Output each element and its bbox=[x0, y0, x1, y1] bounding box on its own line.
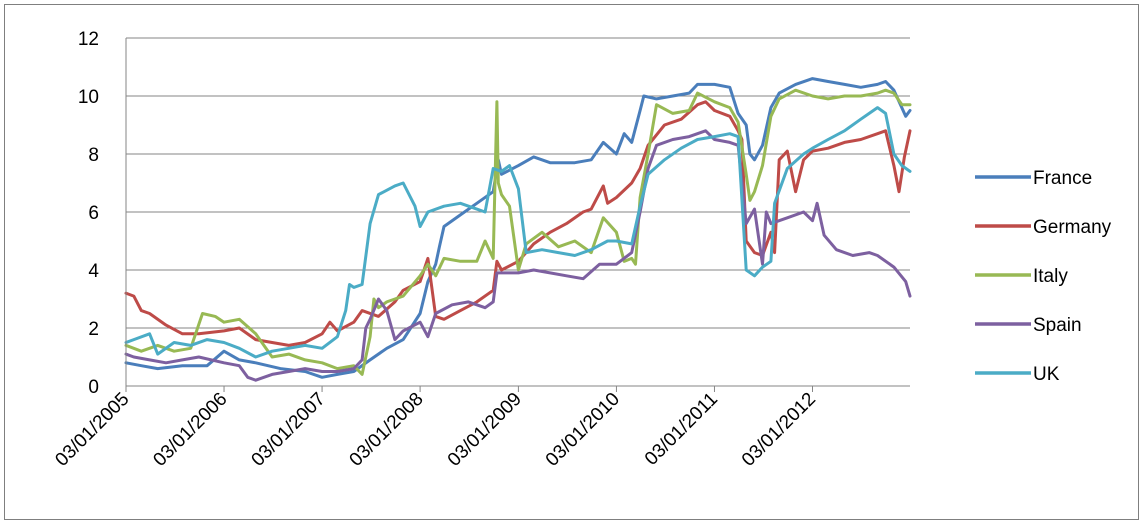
legend-label-spain: Spain bbox=[1033, 315, 1082, 336]
y-tick-label: 6 bbox=[88, 203, 99, 224]
series-line-germany bbox=[124, 100, 912, 347]
y-tick-label: 8 bbox=[88, 145, 99, 166]
y-tick-label: 4 bbox=[88, 261, 99, 282]
series-line-france bbox=[124, 77, 912, 379]
y-tick-label: 10 bbox=[78, 87, 99, 108]
series-line-italy bbox=[124, 88, 912, 376]
series-line-spain bbox=[124, 129, 912, 382]
x-tick-label: 03/01/2012 bbox=[738, 389, 820, 471]
y-tick-label: 12 bbox=[78, 29, 99, 50]
legend-label-germany: Germany bbox=[1033, 217, 1112, 238]
legend-label-france: France bbox=[1033, 168, 1092, 189]
x-tick-label: 03/01/2010 bbox=[542, 389, 624, 471]
x-tick-label: 03/01/2011 bbox=[641, 389, 722, 470]
chart-frame: 0 2 4 6 8 10 12 03/01/2005 03/01/2006 03/01/2007 0… bbox=[4, 4, 1139, 520]
x-tick-label: 03/01/2008 bbox=[346, 389, 428, 471]
series-line-uk bbox=[124, 106, 912, 359]
y-tick-label: 0 bbox=[88, 377, 99, 398]
y-tick-label: 2 bbox=[88, 319, 99, 340]
x-tick-label: 03/01/2005 bbox=[51, 389, 133, 471]
legend-label-italy: Italy bbox=[1033, 266, 1068, 287]
legend-label-uk: UK bbox=[1033, 364, 1060, 385]
x-tick-label: 03/01/2007 bbox=[248, 389, 330, 471]
x-tick-label: 03/01/2006 bbox=[149, 389, 231, 471]
x-tick-label: 03/01/2009 bbox=[444, 389, 526, 471]
